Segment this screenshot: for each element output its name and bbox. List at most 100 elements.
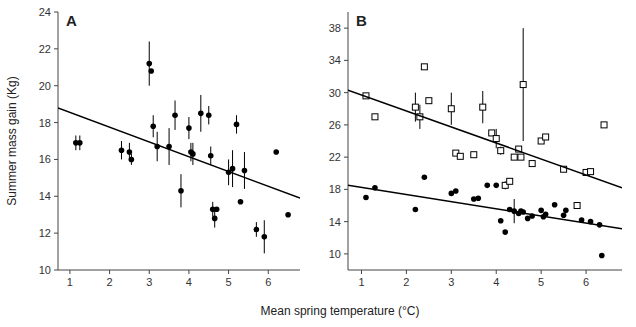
y-tick bbox=[54, 270, 58, 271]
x-tick bbox=[228, 270, 229, 274]
square-point bbox=[518, 154, 524, 160]
x-tick-label: 4 bbox=[493, 276, 499, 288]
x-axis-line bbox=[58, 270, 300, 271]
x-axis-line bbox=[348, 270, 622, 271]
y-tick bbox=[54, 196, 58, 197]
square-point bbox=[529, 161, 535, 167]
square-point bbox=[498, 148, 504, 154]
y-tick bbox=[54, 12, 58, 13]
circle-point bbox=[538, 208, 544, 214]
x-tick bbox=[69, 270, 70, 274]
circle-point bbox=[234, 122, 240, 128]
y-tick-label: 38 bbox=[329, 22, 341, 34]
circle-point bbox=[493, 183, 499, 189]
y-axis-label: Summer mass gain (Kg) bbox=[5, 76, 19, 205]
plot-area bbox=[58, 41, 300, 253]
circle-point bbox=[186, 125, 192, 131]
square-point bbox=[588, 169, 594, 175]
y-tick bbox=[54, 48, 58, 49]
y-tick-label: 12 bbox=[39, 227, 51, 239]
circle-point bbox=[363, 195, 369, 201]
circle-point bbox=[563, 208, 569, 214]
y-tick-label: 22 bbox=[39, 43, 51, 55]
y-tick bbox=[54, 122, 58, 123]
square-point bbox=[493, 136, 499, 142]
trend-line bbox=[58, 108, 300, 198]
circle-point bbox=[206, 112, 212, 118]
x-tick-label: 2 bbox=[403, 276, 409, 288]
y-tick bbox=[54, 159, 58, 160]
square-point bbox=[471, 152, 477, 158]
panel-label: B bbox=[356, 12, 367, 29]
square-point bbox=[448, 106, 454, 112]
square-point bbox=[574, 203, 580, 209]
circle-point bbox=[198, 111, 204, 117]
x-tick bbox=[406, 270, 407, 274]
y-tick bbox=[344, 221, 348, 222]
square-point bbox=[520, 82, 526, 88]
x-tick bbox=[586, 270, 587, 274]
chart-root: 1234561012141618202224ASummer mass gain … bbox=[0, 0, 636, 327]
panel-label: A bbox=[66, 12, 77, 29]
x-tick-label: 1 bbox=[358, 276, 364, 288]
circle-point bbox=[413, 207, 419, 213]
square-point bbox=[601, 122, 607, 128]
x-tick bbox=[451, 270, 452, 274]
x-tick-label: 6 bbox=[265, 276, 271, 288]
circle-point bbox=[172, 112, 178, 118]
y-tick-label: 10 bbox=[39, 264, 51, 276]
y-tick-label: 16 bbox=[39, 153, 51, 165]
x-axis-label: Mean spring temperature (°C) bbox=[261, 304, 420, 318]
y-tick-label: 30 bbox=[329, 87, 341, 99]
circle-point bbox=[150, 123, 156, 129]
circle-point bbox=[178, 188, 184, 194]
y-tick-label: 22 bbox=[329, 151, 341, 163]
y-tick bbox=[344, 28, 348, 29]
x-tick bbox=[109, 270, 110, 274]
y-tick-label: 34 bbox=[329, 54, 341, 66]
x-tick-label: 2 bbox=[107, 276, 113, 288]
circle-point bbox=[129, 157, 135, 163]
circle-point bbox=[561, 212, 567, 218]
y-tick bbox=[344, 60, 348, 61]
y-tick-label: 18 bbox=[39, 117, 51, 129]
circle-point bbox=[190, 151, 196, 157]
x-tick bbox=[268, 270, 269, 274]
circle-point bbox=[285, 212, 291, 218]
panel: 1234561014182226303438B bbox=[329, 12, 622, 288]
x-tick-label: 5 bbox=[538, 276, 544, 288]
y-tick bbox=[344, 189, 348, 190]
square-point bbox=[421, 64, 427, 70]
circle-point bbox=[238, 199, 244, 205]
x-tick-label: 5 bbox=[226, 276, 232, 288]
square-point bbox=[412, 104, 418, 110]
trend-line bbox=[348, 185, 622, 229]
y-axis-line bbox=[348, 12, 349, 270]
square-point bbox=[543, 134, 549, 140]
x-tick bbox=[541, 270, 542, 274]
y-tick bbox=[344, 253, 348, 254]
x-tick bbox=[149, 270, 150, 274]
circle-point bbox=[552, 202, 558, 208]
x-tick-label: 4 bbox=[186, 276, 192, 288]
square-point bbox=[507, 178, 513, 184]
y-tick-label: 14 bbox=[329, 216, 341, 228]
circle-point bbox=[214, 206, 220, 212]
panel: 1234561012141618202224ASummer mass gain … bbox=[5, 6, 300, 288]
square-point bbox=[372, 114, 378, 120]
y-tick bbox=[54, 233, 58, 234]
y-tick-label: 18 bbox=[329, 183, 341, 195]
y-tick-label: 10 bbox=[329, 248, 341, 260]
circle-point bbox=[599, 253, 605, 259]
circle-point bbox=[453, 188, 459, 194]
circle-point bbox=[148, 68, 154, 74]
square-point bbox=[511, 154, 517, 160]
y-tick-label: 26 bbox=[329, 119, 341, 131]
circle-point bbox=[254, 227, 260, 233]
square-point bbox=[480, 104, 486, 110]
trend-line bbox=[348, 90, 622, 188]
circle-point bbox=[146, 61, 152, 67]
y-axis-line bbox=[58, 12, 59, 270]
y-tick-label: 14 bbox=[39, 190, 51, 202]
plot-area bbox=[348, 28, 622, 258]
